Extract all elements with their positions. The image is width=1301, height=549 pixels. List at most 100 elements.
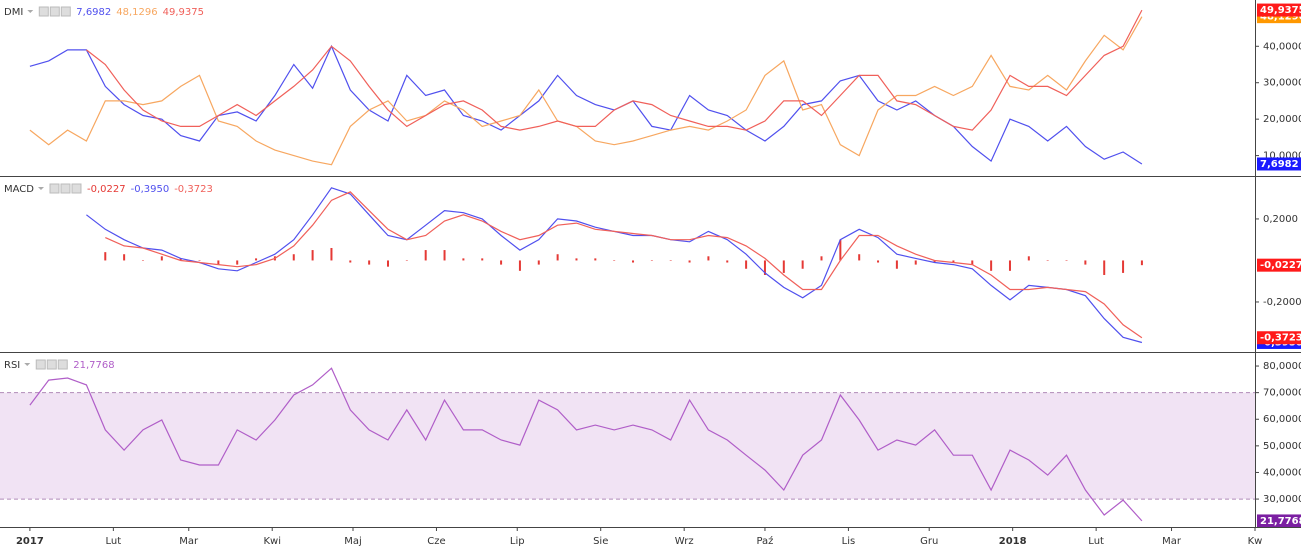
x-tick-label: 2017: [16, 536, 44, 547]
x-tick-label: Kwi: [263, 536, 281, 547]
settings-icon: [57, 359, 68, 370]
histogram-bar: [1122, 260, 1125, 273]
y-tick-label: 30,0000: [1263, 494, 1301, 505]
legend-value: -0,0227: [87, 184, 126, 195]
histogram-bar: [349, 260, 352, 263]
histogram-bar: [160, 256, 163, 261]
settings-icon: [49, 6, 60, 17]
histogram-bar: [556, 254, 559, 261]
settings-icon: [60, 183, 71, 194]
histogram-bar: [858, 254, 861, 261]
line: [29, 44, 1143, 165]
histogram-bar: [575, 258, 578, 261]
histogram-bar: [707, 256, 710, 261]
histogram-bar: [518, 260, 521, 271]
y-tick-label: 80,0000: [1263, 361, 1301, 372]
dropdown-icon: [27, 10, 34, 13]
line: [105, 191, 1143, 339]
histogram-bar: [443, 250, 446, 261]
histogram-bar: [688, 260, 691, 263]
histogram-bar: [971, 260, 974, 265]
x-tick-label: 2018: [999, 536, 1027, 547]
histogram-bar: [236, 260, 239, 265]
histogram-bar: [839, 239, 842, 261]
histogram-bar: [933, 260, 936, 263]
value-box: [1257, 157, 1301, 171]
histogram-bar: [123, 254, 126, 261]
histogram-bar: [198, 260, 201, 261]
value-box: [1257, 258, 1301, 272]
y-tick-label: 20,0000: [1263, 114, 1301, 125]
histogram-bar: [632, 260, 635, 263]
pane: [29, 9, 1143, 166]
histogram-bar: [820, 256, 823, 261]
dropdown-icon: [24, 363, 31, 366]
histogram-bar: [386, 260, 389, 267]
legend-value: -0,3950: [131, 184, 170, 195]
histogram-bar: [1027, 256, 1030, 261]
value-box-label: 49,9375: [1260, 5, 1301, 16]
settings-icon: [46, 359, 57, 370]
dropdown-icon: [37, 187, 44, 190]
legend-value: -0,3723: [174, 184, 213, 195]
x-tick-label: Lip: [510, 536, 525, 547]
y-tick-label: -0,2000: [1263, 297, 1301, 308]
y-tick-label: 30,0000: [1263, 78, 1301, 89]
histogram-bar: [1084, 260, 1087, 265]
y-tick-label: 0,2000: [1263, 214, 1298, 225]
x-tick-label: Mar: [1162, 536, 1182, 547]
histogram-bar: [669, 260, 672, 261]
value-box: [1257, 514, 1301, 528]
pane-title: RSI: [4, 360, 20, 371]
settings-icon: [60, 6, 71, 17]
settings-icon: [71, 183, 82, 194]
x-tick-label: Lis: [842, 536, 856, 547]
x-tick-label: Wrz: [675, 536, 694, 547]
pane-title: MACD: [4, 184, 34, 195]
y-tick-label: 10,0000: [1263, 151, 1301, 162]
histogram-bar: [141, 260, 144, 261]
band: [0, 392, 1255, 500]
histogram-bar: [1008, 260, 1011, 271]
value-box-label: 7,6982: [1260, 159, 1299, 170]
line: [86, 9, 1143, 131]
histogram-bar: [914, 260, 917, 265]
histogram-bar: [1140, 260, 1143, 266]
histogram-bar: [1103, 260, 1106, 275]
histogram-bar: [104, 252, 107, 261]
histogram-bar: [877, 260, 880, 263]
histogram-bar: [179, 258, 182, 261]
histogram-bar: [594, 258, 597, 261]
x-tick-label: Lut: [106, 536, 122, 547]
histogram-bar: [311, 250, 314, 261]
histogram-bar: [368, 260, 371, 265]
x-tick-label: Cze: [427, 536, 445, 547]
histogram-bar: [613, 260, 616, 261]
legend-value: 7,6982: [76, 7, 111, 18]
histogram-bar: [782, 260, 785, 273]
histogram-bar: [462, 258, 465, 261]
line: [29, 367, 1143, 522]
value-box-label: -0,3723: [1260, 333, 1301, 344]
x-tick-label: Kw: [1248, 536, 1263, 547]
histogram-bar: [1046, 260, 1049, 261]
histogram-bar: [1065, 260, 1068, 261]
histogram-bar: [726, 260, 729, 263]
histogram-bar: [424, 250, 427, 261]
histogram-bar: [481, 258, 484, 261]
histogram-bar: [537, 260, 540, 265]
value-box: [1257, 3, 1301, 17]
pane: [86, 187, 1143, 344]
x-tick-label: Lut: [1088, 536, 1104, 547]
histogram-bar: [255, 258, 258, 261]
pane: [0, 367, 1255, 522]
y-tick-label: 40,0000: [1263, 41, 1301, 52]
legend-value: 21,7768: [73, 360, 114, 371]
histogram-bar: [801, 260, 804, 269]
value-box-label: -0,0227: [1260, 260, 1301, 271]
line: [86, 187, 1143, 344]
histogram-bar: [650, 260, 653, 261]
settings-icon: [38, 6, 49, 17]
x-tick-label: Sie: [593, 536, 608, 547]
